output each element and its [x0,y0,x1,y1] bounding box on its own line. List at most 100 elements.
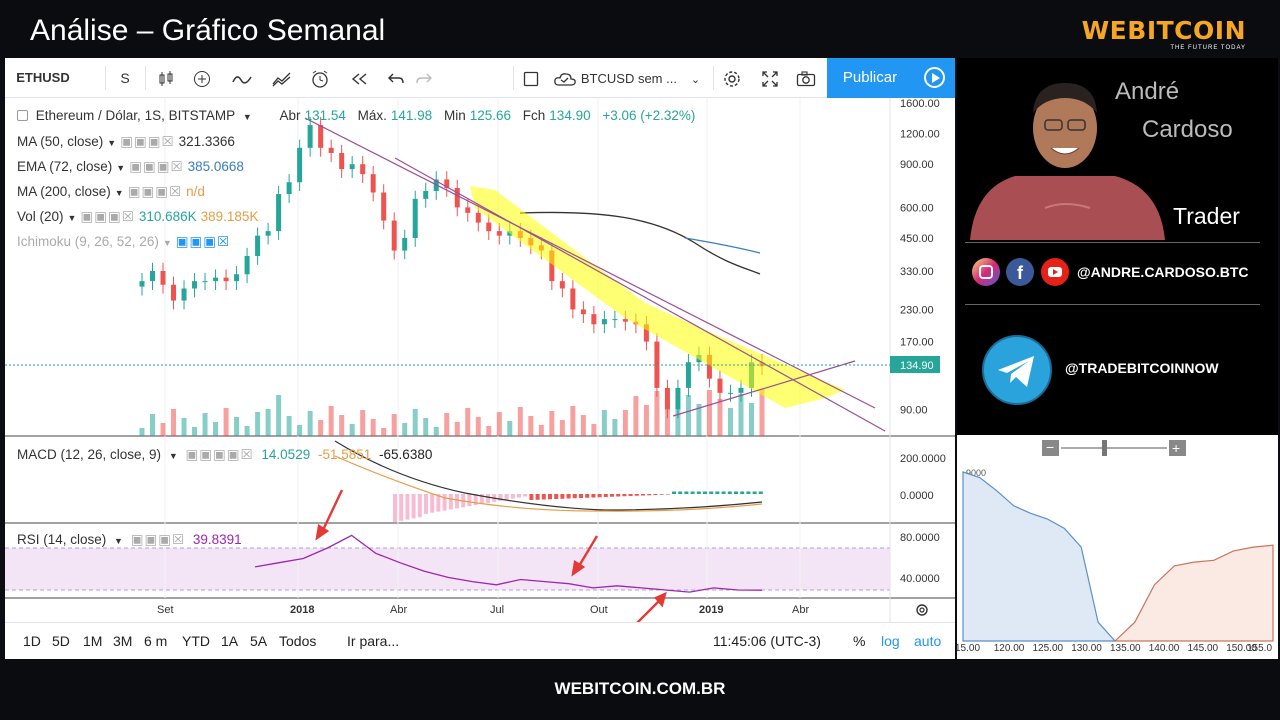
last-price-tag [890,356,940,373]
y-tick-label: 450.00 [900,233,934,245]
redo-icon[interactable] [411,58,437,98]
volume-bar [181,418,187,436]
macd-histogram-bar [641,494,645,496]
replay-icon[interactable] [345,58,375,98]
range-button[interactable]: 1D [23,633,41,649]
volume-bar [423,418,429,436]
fullscreen-icon[interactable] [755,58,785,98]
compare-symbol-dropdown[interactable]: BTCUSD sem ... ⌄ [553,58,713,98]
play-button[interactable] [913,58,955,98]
y-tick-label: 600.00 [900,202,934,214]
collapse-icon[interactable] [17,110,28,121]
templates-icon[interactable] [267,58,297,98]
macd-tick-0: 0.0000 [900,490,934,502]
macd-histogram-bar [678,491,683,494]
instrument-legend: Ethereum / Dólar, 1S, BITSTAMP ▼ Abr 131.… [17,108,699,123]
instagram-icon[interactable] [972,258,1000,286]
range-button[interactable]: YTD [182,633,210,649]
candle-body [328,147,334,154]
indicator-controls-icon[interactable]: ▣▣▣☒ [80,209,135,224]
chevron-down-icon[interactable]: ▼ [162,238,172,248]
depth-chart[interactable]: − + 900080007000600050004000300020001000… [955,435,1278,659]
svg-text:−: − [1046,439,1054,455]
alert-clock-icon[interactable] [305,58,335,98]
candle-body [559,281,565,289]
price-chart[interactable]: 1600.00 1200.00 900.00 600.00 450.00 330.00 23… [5,98,955,622]
macd-controls-icon[interactable]: ▣▣▣▣☒ [185,447,254,462]
chevron-down-icon: ⌄ [690,74,701,86]
range-button[interactable]: 3M [113,633,133,649]
add-indicator-icon[interactable] [187,58,217,98]
goto-date-button[interactable]: Ir para... [347,633,400,649]
candle-body [297,147,303,183]
macd-histogram-bar [653,494,658,495]
percent-scale-button[interactable]: % [853,633,866,649]
range-button[interactable]: 1M [83,633,103,649]
x-tick-label: Jul [490,604,504,616]
rsi-controls-icon[interactable]: ▣▣▣☒ [130,532,186,547]
chevron-down-icon[interactable]: ▼ [116,163,126,173]
macd-histogram-bar [405,494,410,520]
volume-bar [192,427,198,436]
indicator-controls-icon[interactable]: ▣▣▣☒ [175,234,231,249]
chevron-down-icon[interactable]: ▼ [107,138,117,148]
facebook-icon[interactable]: f [1006,258,1034,286]
candle-body [265,231,271,236]
range-button[interactable]: Todos [279,633,317,649]
depth-x-label: 135.00 [1110,643,1141,654]
undo-icon[interactable] [383,58,409,98]
indicators-icon[interactable] [227,58,257,98]
publish-button[interactable]: Publicar [827,58,913,98]
log-scale-button[interactable]: log [881,633,900,649]
macd-histogram-bar [554,494,559,499]
indicator-controls-icon[interactable]: ▣▣▣☒ [129,159,184,174]
page-title: Análise – Gráfico Semanal [30,14,386,47]
y-tick-label: 230.00 [900,304,934,316]
candle-style-icon[interactable] [151,58,181,98]
rsi-value: 39.8391 [192,532,242,547]
chevron-down-icon[interactable]: ▼ [168,451,178,461]
macd-histogram-bar [709,491,714,494]
volume-bar [706,390,712,436]
interval-button[interactable]: S [120,70,130,86]
range-button[interactable]: 5D [52,633,70,649]
play-triangle-icon [932,73,940,83]
volume-bar [643,405,649,436]
chevron-down-icon[interactable]: ▼ [114,536,123,546]
candle-body [223,277,229,282]
settings-gear-icon[interactable] [717,58,747,98]
volume-bar [622,410,628,436]
low-label: Min [443,108,466,123]
indicator-controls-icon[interactable]: ▣▣▣☒ [127,184,183,199]
instrument-name: Ethereum / Dólar, 1S, BITSTAMP [35,108,236,123]
compare-square-icon[interactable] [519,58,543,98]
snapshot-camera-icon[interactable] [791,58,821,98]
symbol-search-button[interactable]: ETHUSD [16,70,70,85]
chevron-down-icon[interactable]: ▼ [114,188,124,198]
high-label: Máx. [357,108,387,123]
chevron-down-icon[interactable]: ▼ [67,213,77,223]
telegram-icon[interactable] [982,335,1052,405]
auto-scale-button[interactable]: auto [914,633,942,649]
range-button[interactable]: 6 m [144,633,168,649]
candle-body [370,174,376,193]
profile-first-name: André [1115,78,1180,105]
candle-body [570,288,576,310]
macd-histogram-bar [448,494,453,510]
macd-histogram-bar [591,494,596,498]
clock-label: 11:45:06 (UTC-3) [713,633,821,649]
youtube-icon[interactable] [1041,258,1069,286]
range-button[interactable]: 1A [221,633,239,649]
indicator-controls-icon[interactable]: ▣▣▣☒ [120,134,175,149]
volume-bar [381,428,387,436]
volume-bar [727,408,733,436]
candle-body [444,179,450,188]
chevron-down-icon[interactable]: ▼ [242,112,252,122]
depth-x-label: 145.00 [1188,643,1219,654]
candle-body [412,198,418,238]
depth-x-label: 125.00 [1033,643,1064,654]
bid-area [962,471,1117,642]
range-button[interactable]: 5A [250,633,268,649]
candle-body [496,231,502,236]
candle-body [654,341,660,388]
